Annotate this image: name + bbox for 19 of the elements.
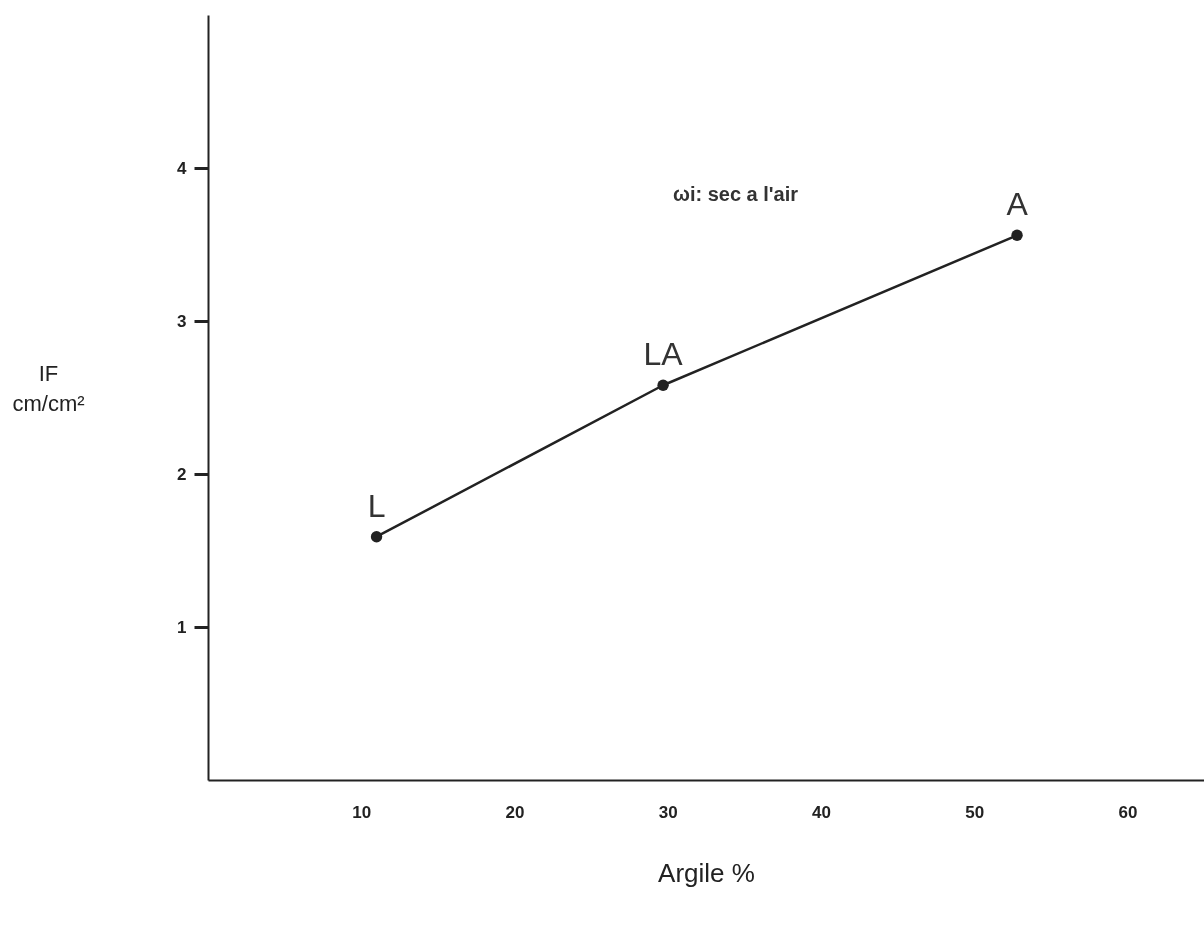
x-tick-label: 30 — [658, 802, 678, 822]
x-tick-label: 10 — [352, 802, 372, 822]
point — [370, 531, 383, 543]
x-axis-title: Argile % — [658, 857, 755, 888]
x-tick-label: 20 — [505, 802, 525, 822]
y-axis-title: IF cm/cm² — [12, 360, 85, 416]
y-tick-label: 1 — [177, 617, 187, 637]
x-tick-label: 40 — [811, 802, 831, 822]
point — [1011, 229, 1023, 242]
y-tick-label: 2 — [177, 464, 187, 484]
annotation: LA — [643, 336, 684, 373]
point — [657, 379, 669, 391]
annotation: L — [367, 487, 386, 524]
y-tick-label: 4 — [177, 158, 188, 178]
annotation: ωi: sec a l'air — [673, 183, 799, 205]
annotation: A — [1006, 186, 1029, 223]
y-tick-label: 3 — [177, 311, 187, 331]
x-tick-label: 50 — [965, 802, 985, 822]
x-tick-label: 60 — [1118, 802, 1138, 822]
